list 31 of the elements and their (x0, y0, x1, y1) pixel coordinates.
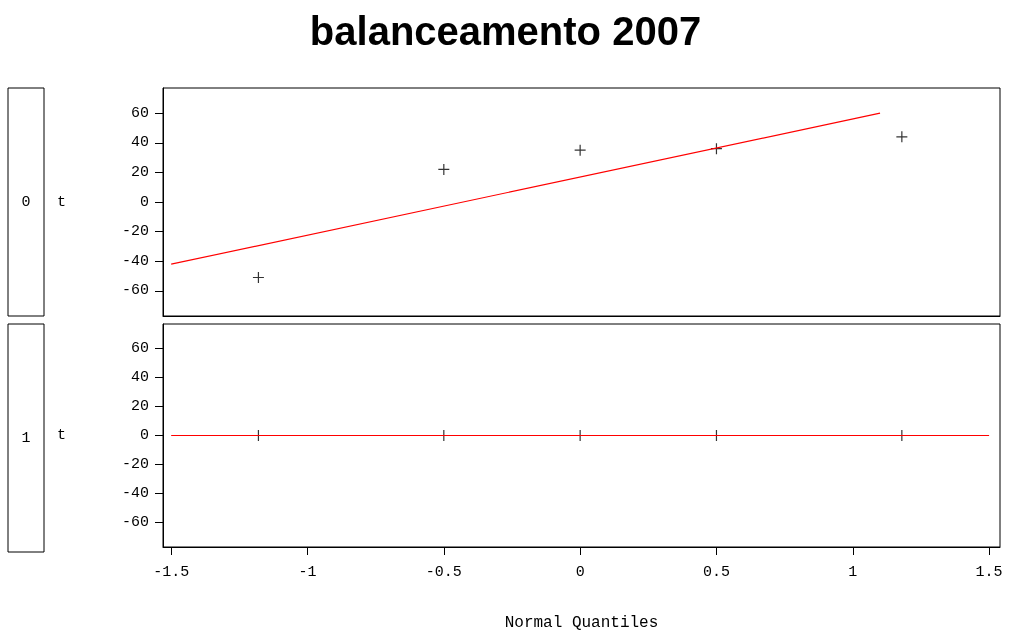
point (895, 130, 908, 143)
x-tick-label: 0.5 (702, 564, 730, 581)
y-tick-label: -60 (121, 513, 149, 531)
y-tick-label: -20 (121, 455, 149, 473)
y-tick-label: 40 (130, 369, 149, 387)
point (437, 163, 450, 176)
x-tick-label: 1.5 (975, 564, 1003, 581)
y-tick-label: 20 (130, 163, 149, 181)
y-tick-label: -40 (121, 252, 149, 270)
y-tick-label: 0 (139, 427, 149, 444)
y-tick-label: 0 (139, 193, 149, 211)
point (574, 144, 587, 157)
y-axis-title: t (56, 427, 66, 444)
text: 0 (21, 193, 31, 211)
x-tick-label: -1 (298, 564, 317, 581)
x-tick-label: 1 (848, 564, 858, 581)
y-tick-label: 20 (130, 398, 149, 416)
x-tick-label: -0.5 (425, 564, 462, 581)
point (252, 271, 265, 284)
y-tick-label: 60 (130, 104, 149, 122)
x-tick-label: 0 (575, 564, 585, 581)
y-tick-label: -20 (121, 223, 149, 241)
x-axis-title: Normal Quantiles (504, 614, 659, 632)
y-tick-label: 40 (130, 134, 149, 152)
y-tick-label: -60 (121, 282, 149, 300)
text: 1 (21, 429, 31, 447)
x-tick-label: -1.5 (153, 564, 190, 581)
y-axis-title: t (56, 193, 66, 211)
chart-title: balanceamento 2007 (309, 9, 702, 53)
y-tick-label: -40 (121, 484, 149, 502)
y-tick-label: 60 (130, 340, 149, 358)
